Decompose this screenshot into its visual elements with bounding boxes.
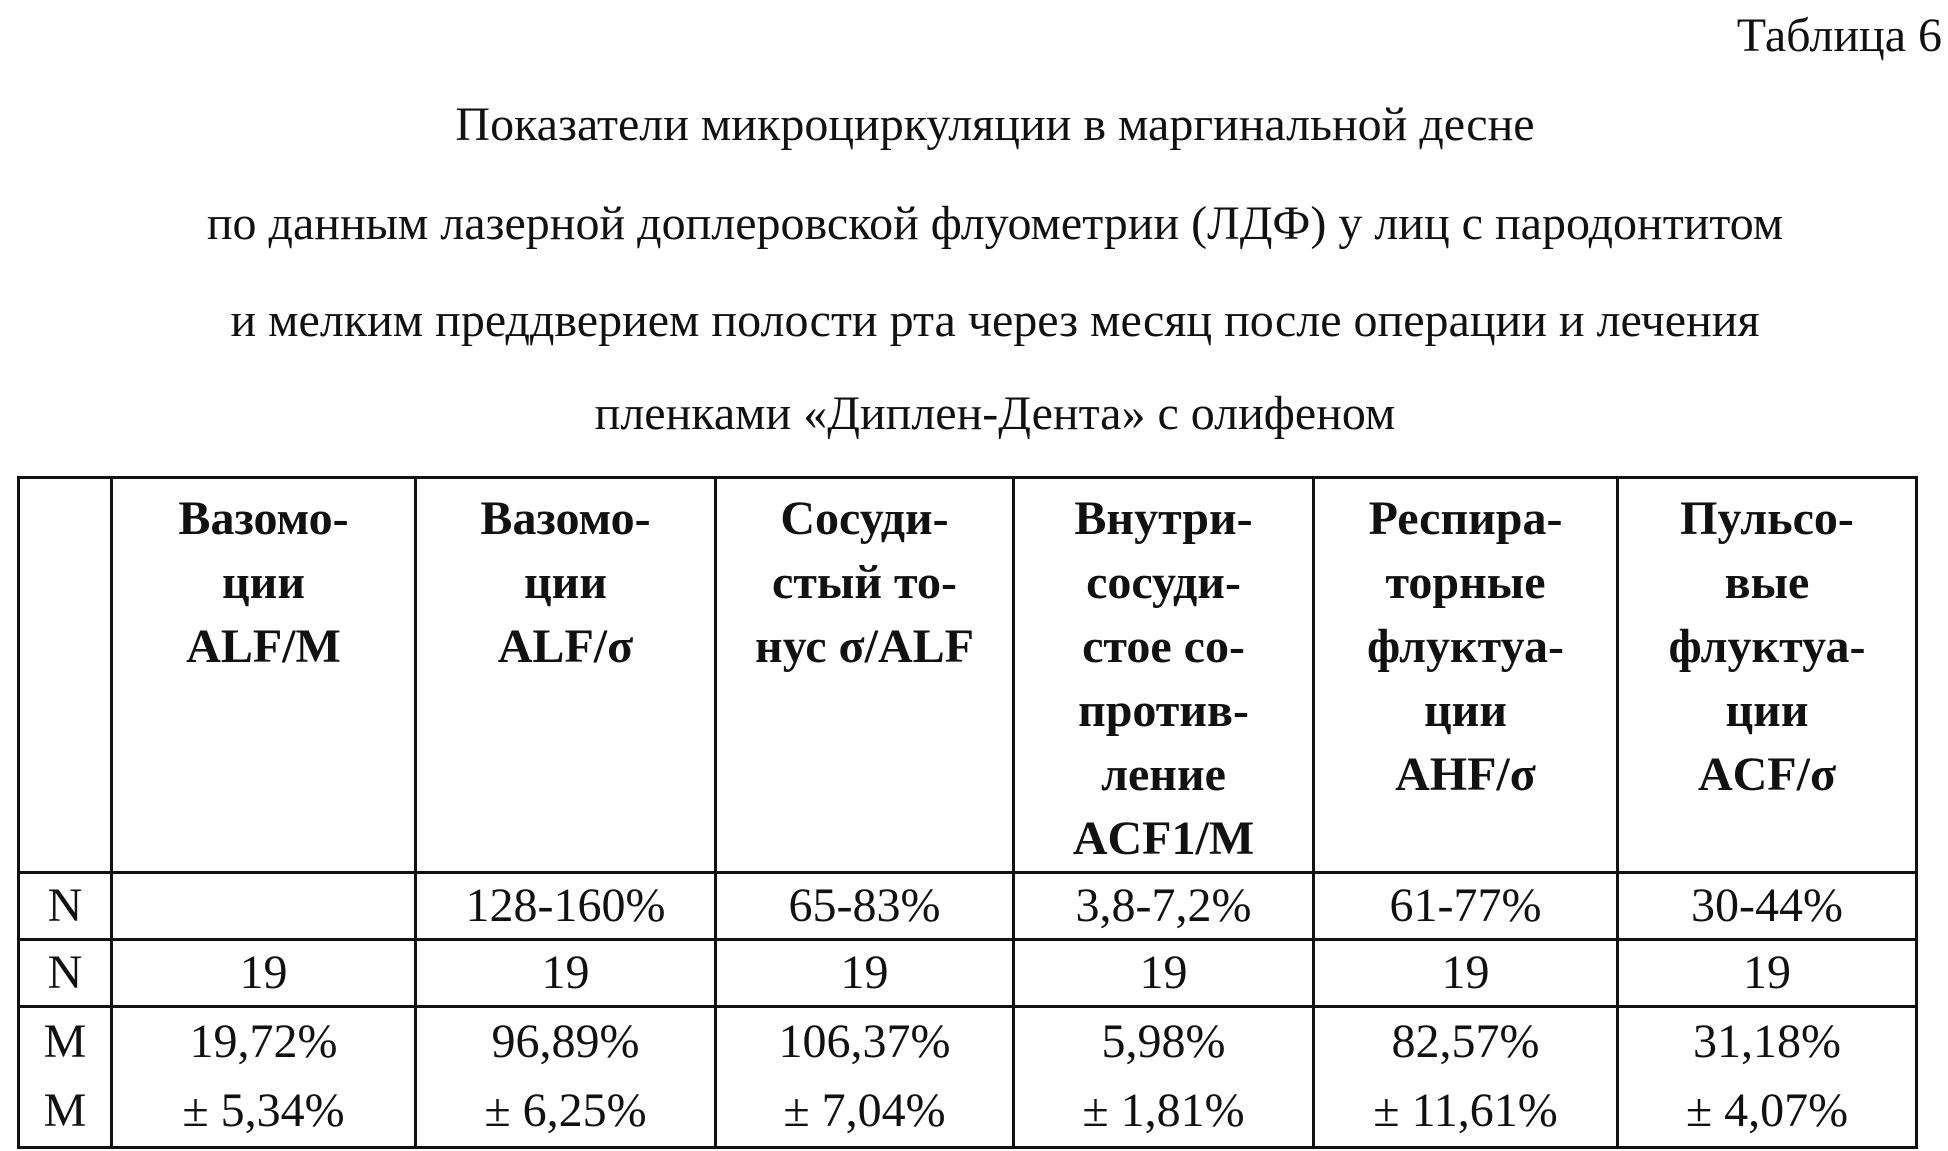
caption-line: пленками «Диплен-Дента» с олифеном	[0, 384, 1948, 444]
cell: ± 6,25%	[416, 1076, 716, 1148]
empty-cell	[112, 873, 416, 940]
header-line: флуктуа-	[1619, 615, 1915, 679]
cell: 128-160%	[416, 873, 716, 940]
cell: ± 5,34%	[112, 1076, 416, 1148]
cell: 31,18%	[1618, 1007, 1917, 1077]
header-line: стый то-	[717, 551, 1012, 615]
caption-line: и мелким преддверием полости рта через м…	[0, 291, 1948, 351]
header-line: против-	[1015, 679, 1312, 743]
header-row: Вазомо-цииALF/MВазомо-цииALF/σСосуди-сты…	[19, 478, 1917, 873]
cell: ± 11,61%	[1314, 1076, 1618, 1148]
header-line: ции	[1315, 679, 1616, 743]
data-table: Вазомо-цииALF/MВазомо-цииALF/σСосуди-сты…	[17, 476, 1918, 1149]
header-cell: Сосуди-стый то-нус σ/ALF	[716, 478, 1014, 873]
header-cell: Респира-торныефлуктуа-цииAHF/σ	[1314, 478, 1618, 873]
data-row: M± 5,34%± 6,25%± 7,04%± 1,81%± 11,61%± 4…	[19, 1076, 1917, 1148]
header-line: стое со-	[1015, 615, 1312, 679]
header-line: AHF/σ	[1315, 743, 1616, 807]
cell: 19	[416, 940, 716, 1007]
cell: 19,72%	[112, 1007, 416, 1077]
data-row: M19,72%96,89%106,37%5,98%82,57%31,18%	[19, 1007, 1917, 1077]
header-line: Внутри-	[1015, 487, 1312, 551]
cell: 106,37%	[716, 1007, 1014, 1077]
header-cell	[19, 478, 112, 873]
cell: 19	[112, 940, 416, 1007]
cell: ± 7,04%	[716, 1076, 1014, 1148]
header-cell: Внутри-сосуди-стое со-против-лениеACF1/M	[1014, 478, 1314, 873]
header-line: ции	[417, 551, 714, 615]
header-line: флуктуа-	[1315, 615, 1616, 679]
header-line: торные	[1315, 551, 1616, 615]
header-line: нус σ/ALF	[717, 615, 1012, 679]
table-label: Таблица 6	[1737, 8, 1942, 63]
caption-line: по данным лазерной доплеровской флуометр…	[0, 194, 1948, 254]
cell: M	[19, 1007, 112, 1077]
header-line: Сосуди-	[717, 487, 1012, 551]
cell: 19	[716, 940, 1014, 1007]
cell: 61-77%	[1314, 873, 1618, 940]
header-line: Пульсо-	[1619, 487, 1915, 551]
cell: 82,57%	[1314, 1007, 1618, 1077]
cell: 5,98%	[1014, 1007, 1314, 1077]
cell: 65-83%	[716, 873, 1014, 940]
data-row: N 128-160%65-83%3,8-7,2%61-77%30-44%	[19, 873, 1917, 940]
cell: 30-44%	[1618, 873, 1917, 940]
header-line: Вазомо-	[113, 487, 414, 551]
caption-line: Показатели микроциркуляции в маргинально…	[0, 95, 1948, 155]
header-cell: Пульсо-выефлуктуа-цииACF/σ	[1618, 478, 1917, 873]
header-line: ции	[1619, 679, 1915, 743]
cell: ± 1,81%	[1014, 1076, 1314, 1148]
cell: N	[19, 873, 112, 940]
cell: 19	[1618, 940, 1917, 1007]
cell: N	[19, 940, 112, 1007]
header-line: ACF/σ	[1619, 743, 1915, 807]
data-row: N191919191919	[19, 940, 1917, 1007]
cell: ± 4,07%	[1618, 1076, 1917, 1148]
cell: 19	[1314, 940, 1618, 1007]
header-cell: Вазомо-цииALF/M	[112, 478, 416, 873]
header-line: ALF/σ	[417, 615, 714, 679]
header-line: сосуди-	[1015, 551, 1312, 615]
cell: 96,89%	[416, 1007, 716, 1077]
header-line: ACF1/M	[1015, 807, 1312, 871]
page: Таблица 6 Показатели микроциркуляции в м…	[0, 0, 1948, 1151]
header-line: Респира-	[1315, 487, 1616, 551]
cell: M	[19, 1076, 112, 1148]
header-line: ALF/M	[113, 615, 414, 679]
header-line: вые	[1619, 551, 1915, 615]
cell: 19	[1014, 940, 1314, 1007]
cell: 3,8-7,2%	[1014, 873, 1314, 940]
header-line: Вазомо-	[417, 487, 714, 551]
header-cell: Вазомо-цииALF/σ	[416, 478, 716, 873]
header-line: ции	[113, 551, 414, 615]
header-line: ление	[1015, 743, 1312, 807]
